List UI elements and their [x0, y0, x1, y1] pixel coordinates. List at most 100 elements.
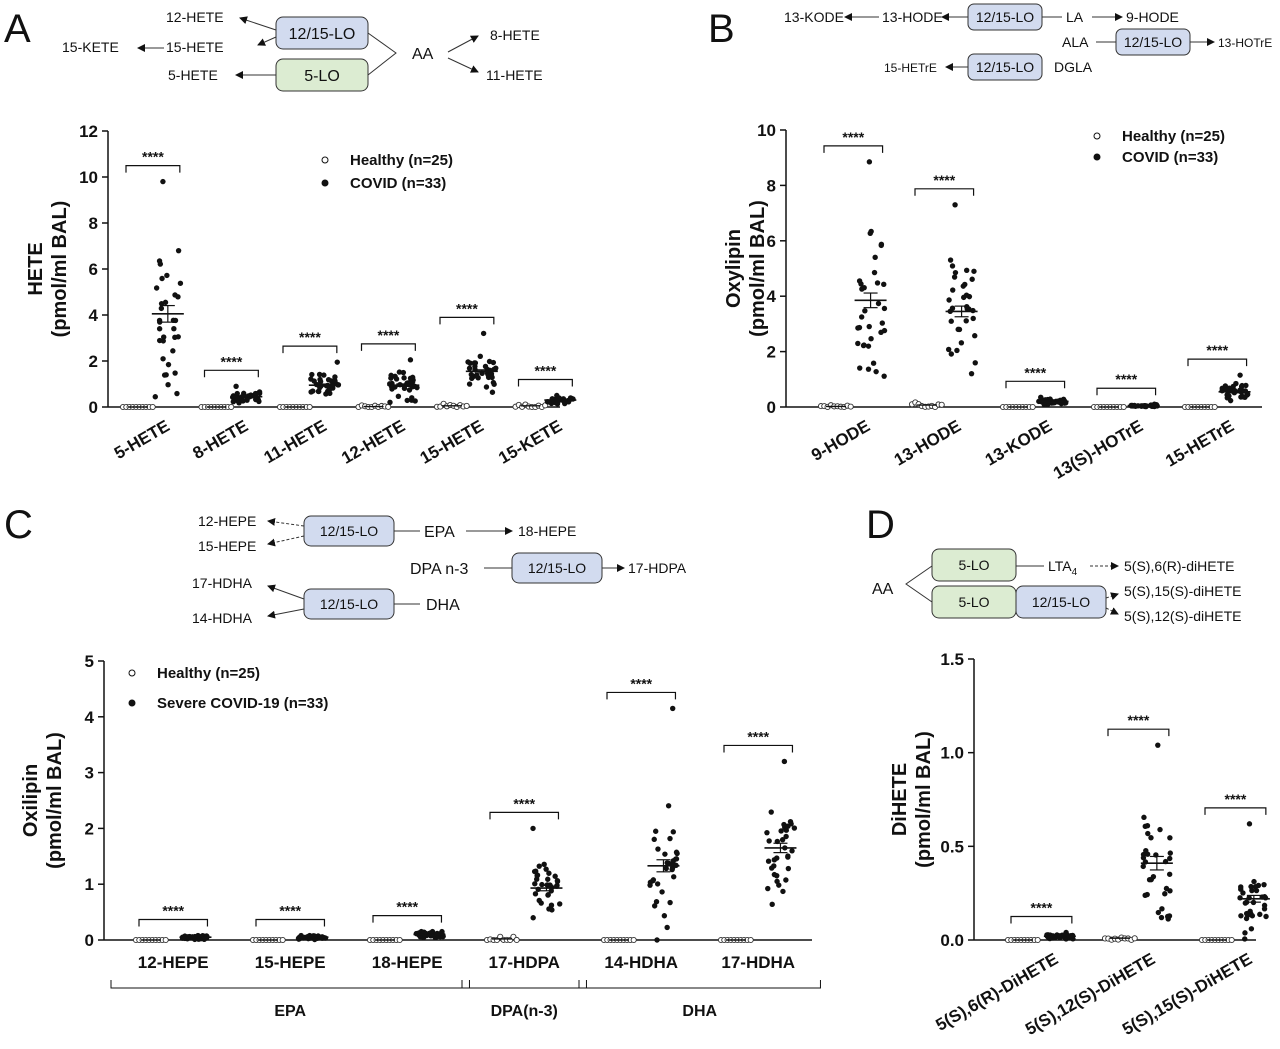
- dihete512-label: 5(S),12(S)-diHETE: [1124, 608, 1241, 624]
- covid-point: [783, 827, 790, 833]
- covid-point: [489, 374, 495, 381]
- significance-bracket: [1010, 915, 1073, 924]
- legend-label: COVID (n=33): [1122, 149, 1218, 166]
- covid-point: [486, 358, 493, 365]
- x-category-label: 17-HDHA: [721, 953, 795, 972]
- kode13-label: 13-KODE: [784, 9, 844, 25]
- covid-point: [491, 381, 497, 387]
- lo3-label: 12/15-LO: [976, 59, 1034, 75]
- covid-point: [160, 356, 166, 362]
- covid-point: [1150, 873, 1157, 880]
- covid-point: [954, 347, 960, 354]
- y-tick-label: 8: [89, 214, 98, 233]
- lo5a-label: 5-LO: [958, 557, 989, 573]
- covid-point: [165, 361, 172, 368]
- covid-point: [653, 898, 660, 905]
- covid-point: [536, 863, 542, 869]
- covid-point: [789, 848, 795, 854]
- covid-point: [417, 933, 424, 940]
- covid-point: [788, 821, 794, 827]
- covid-point: [1237, 372, 1243, 378]
- significance-bracket: [372, 915, 443, 923]
- x-category-label: 14-HDHA: [604, 953, 678, 972]
- y-tick-label: 6: [89, 260, 98, 279]
- significance-label: ****: [1128, 712, 1150, 728]
- covid-point: [868, 336, 874, 342]
- covid-point: [153, 285, 160, 291]
- lo5-box-1: [931, 548, 1017, 582]
- x-category-label: 8-HETE: [189, 416, 251, 463]
- covid-point: [393, 376, 400, 382]
- y-tick-label: 6: [767, 232, 776, 251]
- covid-point: [482, 363, 489, 370]
- lo5b-label: 5-LO: [958, 594, 989, 610]
- covid-point: [1240, 890, 1246, 896]
- lo3-label: 12/15-LO: [320, 596, 378, 612]
- significance-label: ****: [1031, 900, 1053, 916]
- covid-point: [785, 865, 792, 872]
- covid-point: [783, 833, 789, 840]
- significance-bracket: [489, 811, 560, 820]
- healthy-point: [396, 936, 403, 944]
- covid-point: [1144, 823, 1151, 829]
- y-tick-label: 0.0: [940, 931, 964, 950]
- significance-bracket: [914, 188, 975, 196]
- covid-point: [466, 365, 473, 371]
- chart-a: 0 2 4 6 8 10 12 HETE (pmol/ml BAL) Healthy (n=25)…: [25, 122, 577, 468]
- covid-point: [534, 873, 540, 879]
- legend-label: Severe COVID-19 (n=33): [157, 695, 328, 712]
- covid-point: [664, 860, 670, 866]
- dpa-label: DPA n-3: [410, 561, 469, 578]
- covid-point: [878, 329, 884, 336]
- significance-label: ****: [1225, 791, 1247, 807]
- covid-point: [317, 376, 323, 383]
- pathway-b: 12/15-LO 13-HODE 13-KODE LA 9-HODE ALA 1…: [784, 3, 1272, 81]
- significance-label: ****: [456, 300, 478, 316]
- covid-point: [1226, 393, 1232, 399]
- covid-point: [972, 360, 978, 366]
- significance-label: ****: [162, 903, 184, 919]
- hdha17-label: 17-HDHA: [192, 575, 253, 591]
- covid-point: [868, 228, 874, 235]
- healthy-point: [1029, 403, 1036, 411]
- hete8-label: 8-HETE: [490, 27, 540, 43]
- covid-point: [856, 324, 863, 331]
- y-tick-label: 0: [85, 931, 94, 950]
- legend-marker: [128, 669, 136, 677]
- covid-point: [865, 343, 872, 349]
- group-label: DPA(n-3): [491, 1003, 558, 1020]
- covid-point: [776, 882, 782, 888]
- kete15-label: 15-KETE: [62, 39, 119, 55]
- significance-label: ****: [535, 363, 557, 379]
- covid-point: [768, 809, 774, 815]
- covid-point: [388, 372, 394, 379]
- covid-point: [652, 828, 659, 834]
- group-bracket: [461, 980, 587, 989]
- covid-point: [855, 340, 861, 347]
- significance-bracket: [282, 345, 338, 354]
- covid-point: [530, 825, 536, 832]
- covid-point: [671, 874, 677, 880]
- covid-point: [771, 863, 777, 869]
- covid-point: [963, 292, 970, 298]
- covid-point: [969, 276, 975, 282]
- lta-label: LTA4: [1048, 558, 1078, 578]
- covid-point: [174, 390, 180, 397]
- covid-point: [779, 837, 786, 843]
- significance-label: ****: [221, 353, 243, 369]
- covid-point: [881, 281, 887, 288]
- hepe12-label: 12-HEPE: [198, 513, 256, 529]
- covid-point: [321, 372, 327, 378]
- panel-label-a: A: [4, 7, 31, 51]
- covid-point: [1157, 826, 1163, 833]
- covid-point: [255, 397, 262, 403]
- y-tick-label: 12: [79, 122, 98, 141]
- significance-label: ****: [933, 172, 955, 188]
- covid-point: [483, 384, 490, 390]
- covid-point: [1237, 895, 1243, 901]
- covid-point: [881, 305, 888, 312]
- covid-point: [172, 334, 178, 341]
- covid-point: [667, 899, 673, 906]
- covid-point: [781, 758, 788, 765]
- covid-point: [175, 247, 182, 254]
